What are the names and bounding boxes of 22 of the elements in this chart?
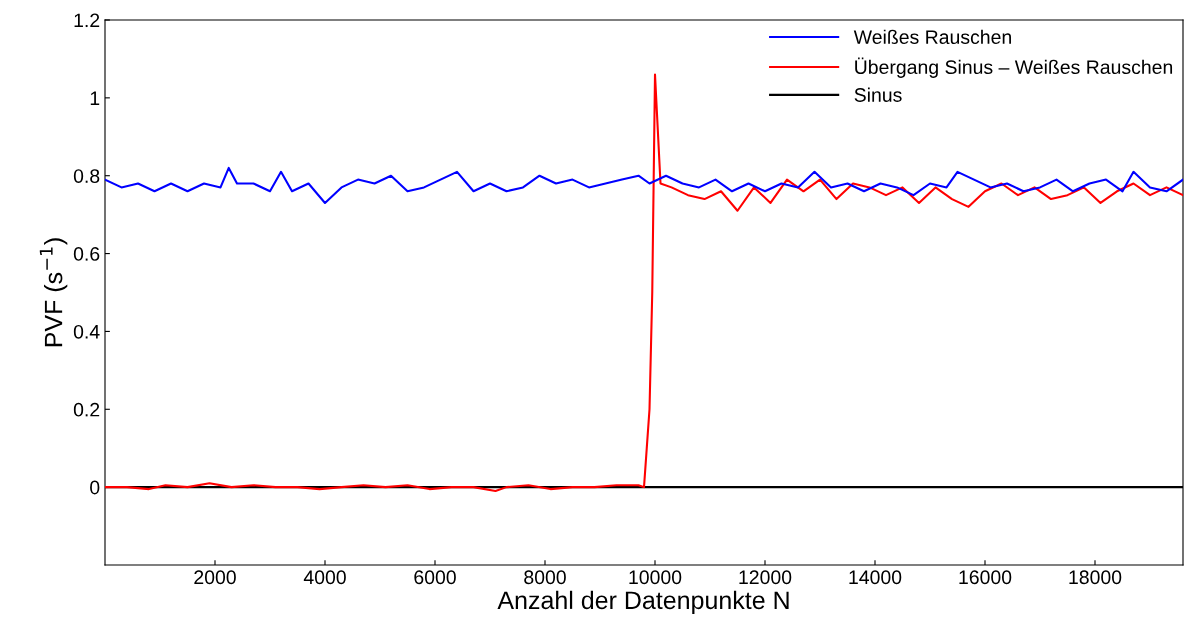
y-tick-label: 0.8 bbox=[73, 169, 100, 183]
x-tick-label: 14000 bbox=[849, 570, 902, 585]
legend-label: Sinus bbox=[854, 87, 902, 102]
x-tick-label: 12000 bbox=[739, 570, 792, 585]
x-tick-label: 16000 bbox=[959, 570, 1012, 585]
y-tick-label: 1.2 bbox=[74, 13, 100, 28]
legend-label: Weißes Rauschen bbox=[853, 29, 1011, 44]
x-tick-label: 18000 bbox=[1069, 570, 1122, 585]
y-axis-title: PVF (s$^{−1}$) bbox=[39, 238, 68, 347]
y-tick-label: 0.6 bbox=[73, 247, 100, 261]
x-tick-label: 2000 bbox=[194, 570, 236, 585]
y-tick-label: 0.4 bbox=[73, 324, 100, 339]
x-tick-label: 6000 bbox=[414, 570, 456, 585]
y-tick-label: 0.2 bbox=[73, 402, 100, 417]
line-series bbox=[105, 166, 1183, 204]
x-tick-label: 8000 bbox=[524, 570, 566, 585]
x-tick-label: 10000 bbox=[629, 570, 682, 585]
legend-label: Übergang Sinus – Weißes Rauschen bbox=[855, 57, 1173, 78]
x-axis-title: Anzahl der Datenpunkte N bbox=[497, 590, 789, 615]
y-tick-label: 0 bbox=[90, 480, 100, 495]
y-tick-label: 1 bbox=[90, 91, 100, 105]
x-tick-label: 4000 bbox=[303, 570, 346, 585]
